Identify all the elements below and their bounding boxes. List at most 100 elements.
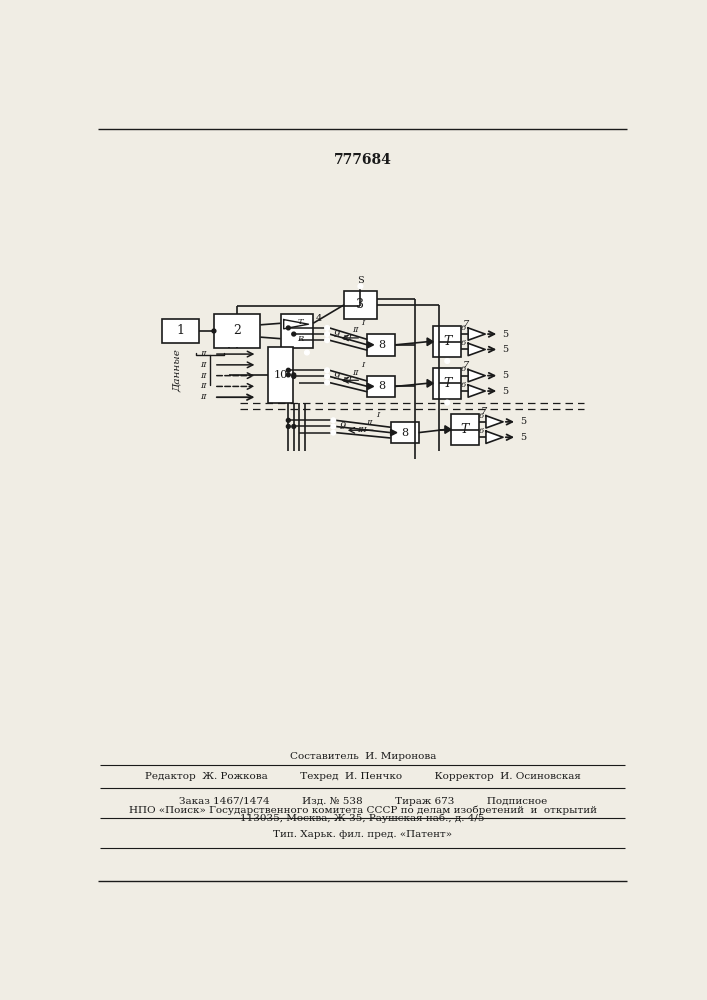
Circle shape: [305, 350, 309, 355]
Polygon shape: [391, 430, 397, 436]
Text: 5: 5: [520, 433, 526, 442]
Text: II: II: [199, 382, 206, 390]
Text: I: I: [361, 319, 364, 327]
Circle shape: [292, 425, 296, 428]
Text: 1: 1: [177, 324, 185, 337]
Text: II: II: [351, 326, 358, 334]
Text: 10: 10: [274, 370, 288, 380]
Bar: [162, 319, 199, 343]
Text: II: II: [366, 419, 373, 427]
Text: II: II: [199, 372, 206, 380]
Polygon shape: [427, 338, 433, 346]
Text: 8: 8: [378, 340, 385, 350]
Circle shape: [286, 373, 291, 377]
Circle shape: [445, 359, 450, 363]
Bar: [391, 422, 419, 443]
Text: 6: 6: [478, 427, 484, 435]
Circle shape: [325, 326, 329, 330]
Circle shape: [325, 368, 329, 373]
Text: 6: 6: [460, 365, 466, 373]
Text: I: I: [376, 411, 379, 419]
Polygon shape: [468, 369, 485, 382]
Text: 5: 5: [502, 330, 508, 339]
Text: 777684: 777684: [334, 153, 392, 167]
Text: 6: 6: [478, 412, 484, 420]
Circle shape: [325, 338, 329, 343]
Text: Редактор  Ж. Рожкова          Техред  И. Пенчко          Корректор  И. Осиновска: Редактор Ж. Рожкова Техред И. Пенчко Кор…: [145, 772, 580, 781]
Text: III: III: [357, 426, 367, 434]
Circle shape: [331, 430, 336, 435]
Text: Тип. Харьк. фил. пред. «Патент»: Тип. Харьк. фил. пред. «Патент»: [273, 830, 452, 839]
Text: 7: 7: [462, 361, 469, 370]
Polygon shape: [468, 385, 485, 397]
Bar: [368, 334, 395, 356]
Circle shape: [286, 418, 291, 422]
Text: 5: 5: [520, 417, 526, 426]
Bar: [368, 376, 395, 397]
Text: III: III: [342, 376, 352, 384]
Polygon shape: [468, 328, 485, 340]
Circle shape: [331, 418, 336, 423]
Circle shape: [292, 332, 296, 336]
Text: 9: 9: [339, 422, 346, 431]
Text: 7: 7: [462, 320, 469, 329]
Polygon shape: [445, 426, 451, 433]
Text: 9: 9: [333, 372, 339, 381]
Bar: [451, 414, 479, 445]
Text: 5: 5: [502, 387, 508, 396]
Text: 8: 8: [378, 381, 385, 391]
Polygon shape: [486, 416, 503, 428]
Polygon shape: [468, 343, 485, 356]
Bar: [281, 314, 313, 348]
Circle shape: [358, 284, 363, 289]
Text: II: II: [199, 361, 206, 369]
Bar: [214, 314, 260, 348]
Polygon shape: [368, 342, 373, 348]
Text: НПО «Поиск» Государственного комитета СССР по делам изобретений  и  открытий: НПО «Поиск» Государственного комитета СС…: [129, 805, 597, 815]
Text: III: III: [342, 334, 352, 342]
Circle shape: [292, 373, 296, 377]
Circle shape: [212, 329, 216, 333]
Circle shape: [445, 400, 450, 405]
Circle shape: [325, 380, 329, 385]
Text: II: II: [351, 369, 358, 377]
Text: II: II: [199, 393, 206, 401]
Text: Заказ 1467/1474          Изд. № 538          Тираж 673          Подписное: Заказ 1467/1474 Изд. № 538 Тираж 673 Под…: [179, 797, 547, 806]
Circle shape: [286, 425, 291, 428]
Circle shape: [331, 424, 336, 429]
Polygon shape: [284, 320, 308, 329]
Text: T: T: [297, 318, 303, 326]
Text: Данные: Данные: [173, 349, 182, 392]
Text: T: T: [443, 335, 451, 348]
Text: 113035, Москва, Ж-35, Раушская наб., д. 4/5: 113035, Москва, Ж-35, Раушская наб., д. …: [240, 814, 485, 823]
Text: 7: 7: [481, 407, 487, 416]
Text: S: S: [357, 276, 364, 285]
Circle shape: [286, 326, 291, 330]
Text: 4: 4: [316, 314, 322, 323]
Bar: [433, 368, 461, 399]
Text: 3: 3: [356, 298, 364, 311]
Text: 2: 2: [233, 324, 241, 337]
Circle shape: [325, 332, 329, 336]
Text: R: R: [297, 335, 303, 343]
Bar: [344, 291, 377, 319]
Bar: [268, 347, 293, 403]
Circle shape: [286, 368, 291, 372]
Polygon shape: [486, 431, 503, 443]
Text: 8: 8: [401, 428, 408, 438]
Text: II: II: [199, 350, 206, 358]
Polygon shape: [427, 379, 433, 387]
Bar: [433, 326, 461, 357]
Circle shape: [292, 374, 296, 378]
Text: T: T: [443, 377, 451, 390]
Text: I: I: [361, 361, 364, 369]
Text: Составитель  И. Миронова: Составитель И. Миронова: [290, 752, 436, 761]
Circle shape: [325, 374, 329, 379]
Text: 5: 5: [502, 345, 508, 354]
Text: 6: 6: [460, 339, 466, 347]
Text: 9: 9: [333, 330, 339, 339]
Text: T: T: [461, 423, 469, 436]
Text: 6: 6: [460, 324, 466, 332]
Text: 5: 5: [502, 371, 508, 380]
Text: 6: 6: [460, 381, 466, 389]
